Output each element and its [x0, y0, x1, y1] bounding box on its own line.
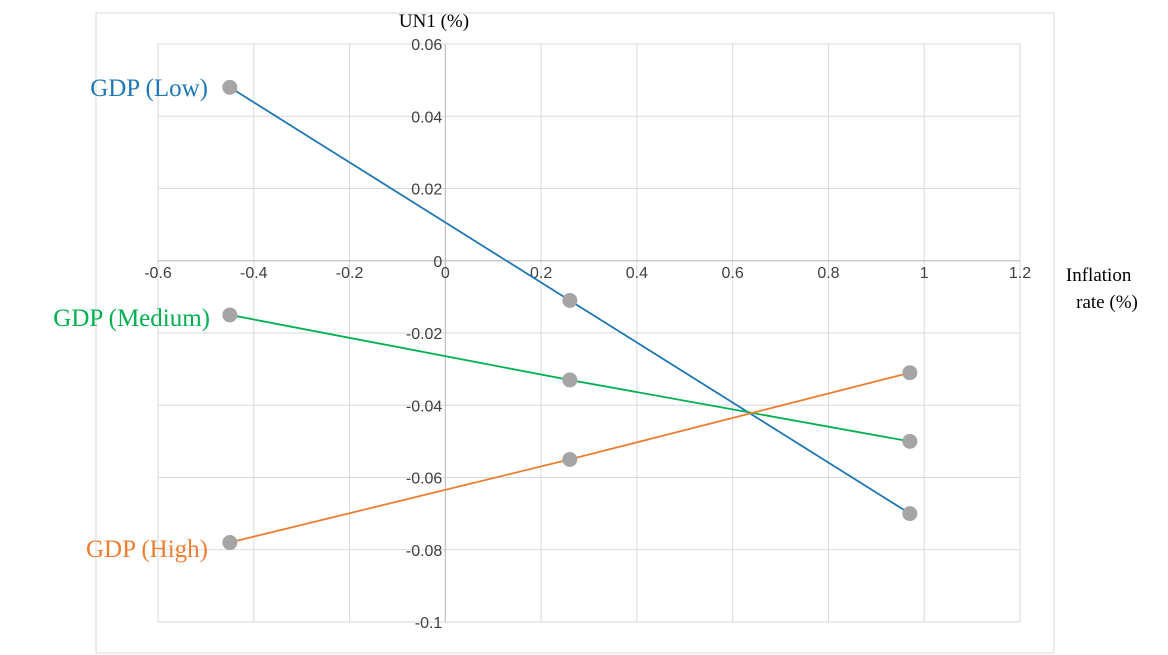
x-tick-label: 0.6: [722, 265, 744, 282]
x-tick-label: 0.8: [817, 265, 839, 282]
y-tick-label: 0.02: [411, 182, 442, 199]
data-point: [222, 79, 238, 95]
series-label-gdp-low: GDP (Low): [90, 75, 208, 102]
x-tick-label: 1: [920, 265, 929, 282]
gridlines: [157, 43, 1021, 623]
y-tick-labels: 0.06 0.04 0.02 0 -0.02 -0.04 -0.06 -0.08 -0.1: [406, 37, 443, 632]
x-tick-label: 0: [441, 265, 450, 282]
y-tick-label: -0.06: [406, 471, 443, 488]
y-tick-label: -0.08: [406, 543, 443, 560]
x-tick-labels: -0.6 -0.4 -0.2 0 0.2 0.4 0.6 0.8 1 1.2: [144, 265, 1031, 282]
data-point: [902, 433, 918, 449]
x-axis-title-line-1: Inflation: [1066, 265, 1132, 286]
data-points: [222, 79, 918, 551]
y-axis-title: UN1 (%): [399, 11, 469, 32]
x-axis-title: Inflation rate (%): [1066, 265, 1138, 313]
x-tick-label: -0.6: [144, 265, 172, 282]
series-label-gdp-medium: GDP (Medium): [53, 305, 210, 332]
x-tick-label: 0.2: [530, 265, 552, 282]
data-point: [222, 535, 238, 551]
data-point: [562, 451, 578, 467]
data-point: [902, 506, 918, 522]
data-point: [562, 292, 578, 308]
y-tick-label: -0.1: [415, 615, 443, 632]
data-point: [562, 372, 578, 388]
x-tick-label: -0.4: [240, 265, 268, 282]
x-tick-label: 0.4: [626, 265, 648, 282]
series-label-gdp-high: GDP (High): [86, 536, 208, 563]
data-point: [902, 365, 918, 381]
data-point: [222, 307, 238, 323]
x-axis-title-line-2: rate (%): [1076, 292, 1138, 313]
y-tick-label: -0.02: [406, 326, 443, 343]
axes: [158, 44, 1020, 622]
y-tick-label: 0.06: [411, 37, 442, 54]
x-tick-label: 1.2: [1009, 265, 1031, 282]
y-tick-label: 0: [433, 254, 442, 271]
x-tick-label: -0.2: [336, 265, 364, 282]
y-tick-label: 0.04: [411, 109, 442, 126]
y-tick-label: -0.04: [406, 398, 443, 415]
